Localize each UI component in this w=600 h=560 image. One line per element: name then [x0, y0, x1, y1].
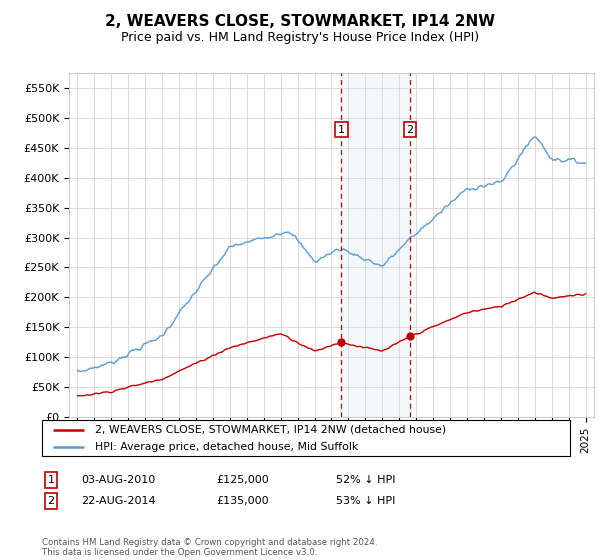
Text: 1: 1	[338, 125, 345, 135]
Text: 1: 1	[47, 475, 55, 485]
Text: HPI: Average price, detached house, Mid Suffolk: HPI: Average price, detached house, Mid …	[95, 442, 358, 451]
Text: £135,000: £135,000	[216, 496, 269, 506]
Text: Contains HM Land Registry data © Crown copyright and database right 2024.
This d: Contains HM Land Registry data © Crown c…	[42, 538, 377, 557]
Text: 53% ↓ HPI: 53% ↓ HPI	[336, 496, 395, 506]
FancyBboxPatch shape	[42, 420, 570, 456]
Text: 2, WEAVERS CLOSE, STOWMARKET, IP14 2NW (detached house): 2, WEAVERS CLOSE, STOWMARKET, IP14 2NW (…	[95, 425, 446, 435]
Text: 03-AUG-2010: 03-AUG-2010	[81, 475, 155, 485]
Text: 2, WEAVERS CLOSE, STOWMARKET, IP14 2NW: 2, WEAVERS CLOSE, STOWMARKET, IP14 2NW	[105, 14, 495, 29]
Text: 2: 2	[47, 496, 55, 506]
Text: 2: 2	[406, 125, 413, 135]
Bar	[341, 73, 410, 417]
Text: 52% ↓ HPI: 52% ↓ HPI	[336, 475, 395, 485]
Text: £125,000: £125,000	[216, 475, 269, 485]
Text: 22-AUG-2014: 22-AUG-2014	[81, 496, 155, 506]
Text: Price paid vs. HM Land Registry's House Price Index (HPI): Price paid vs. HM Land Registry's House …	[121, 31, 479, 44]
